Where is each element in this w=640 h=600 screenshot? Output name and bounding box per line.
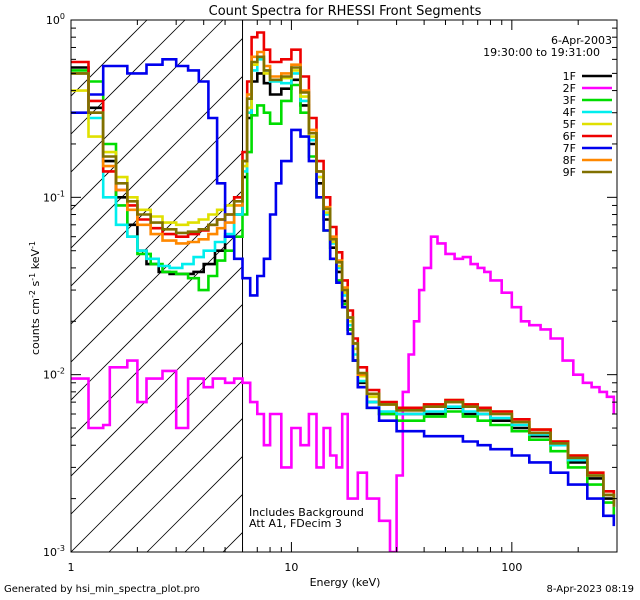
tick-labels: 1 10 100 100 10-1 10-2 10-3 — [43, 12, 522, 574]
hatch-line — [71, 341, 243, 515]
y-axis-label-exp3: -1 — [28, 241, 37, 249]
hatch-line — [146, 455, 243, 552]
legend-label-1f: 1F — [563, 70, 576, 83]
series-2f — [71, 235, 616, 552]
legend-label-2f: 2F — [563, 82, 576, 95]
y-axis-label-exp1: -2 — [28, 290, 37, 298]
x-tick-label: 10 — [284, 561, 298, 574]
y-tick-label: 10-1 — [43, 189, 65, 204]
hatch-line — [71, 20, 148, 97]
chart-date: 6-Apr-2003 — [551, 34, 612, 47]
footer-timestamp: 8-Apr-2023 08:19 — [546, 584, 634, 595]
legend-label-6f: 6F — [563, 130, 576, 143]
annotations: Includes Background Att A1, FDecim 3 — [249, 506, 364, 530]
y-tick-label: 10-3 — [43, 544, 65, 559]
hatch-line — [71, 151, 243, 325]
series-9f — [71, 55, 616, 507]
chart-time-range: 19:30:00 to 19:31:00 — [483, 46, 600, 59]
series-7f — [71, 58, 616, 527]
y-axis-label: counts cm-2 s-1 keV-1 — [28, 241, 42, 355]
legend-label-9f: 9F — [563, 166, 576, 179]
y-axis-label-end: keV — [29, 249, 42, 273]
hatch-line — [108, 417, 243, 552]
y-tick-label: 10-2 — [43, 367, 65, 382]
y-axis-label-mid: s — [29, 280, 42, 289]
chart-title: Count Spectra for RHESSI Front Segments — [209, 4, 482, 19]
y-axis-label-exp2: -1 — [28, 273, 37, 281]
hatch-line — [71, 227, 243, 401]
hatch-region — [71, 20, 244, 552]
legend-label-7f: 7F — [563, 142, 576, 155]
hatch-line — [71, 265, 243, 439]
hatch-line — [71, 37, 243, 211]
plot-frame — [70, 19, 618, 553]
x-tick-label: 1 — [68, 561, 75, 574]
hatch-lines — [71, 20, 243, 552]
series-6f — [71, 31, 616, 503]
hatch-line — [71, 379, 243, 552]
hatch-line — [71, 75, 243, 249]
legend-label-8f: 8F — [563, 154, 576, 167]
footer-generated-by: Generated by hsi_min_spectra_plot.pro — [4, 584, 200, 595]
hatch-line — [71, 20, 224, 173]
annotation-attenuator: Att A1, FDecim 3 — [249, 517, 342, 530]
hatch-line — [71, 303, 243, 477]
x-tick-label: 100 — [501, 561, 522, 574]
legend-label-3f: 3F — [563, 94, 576, 107]
x-axis-label: Energy (keV) — [310, 576, 381, 589]
hatch-line — [71, 189, 243, 363]
legend-label-4f: 4F — [563, 106, 576, 119]
y-axis-label-main: counts cm — [29, 298, 42, 355]
series-layer — [71, 31, 616, 552]
legend-label-5f: 5F — [563, 118, 576, 131]
y-tick-label: 100 — [46, 12, 65, 27]
info-block: 6-Apr-2003 19:30:00 to 19:31:00 — [483, 34, 612, 59]
annotation-background: Includes Background — [249, 506, 364, 519]
axes — [70, 19, 618, 553]
